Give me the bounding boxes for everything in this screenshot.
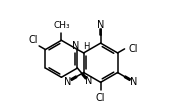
Text: N: N (97, 20, 104, 30)
Text: CH₃: CH₃ (53, 21, 70, 30)
Text: Cl: Cl (96, 93, 105, 103)
Text: N: N (64, 76, 72, 87)
Text: N: N (85, 76, 92, 86)
Text: N: N (72, 41, 79, 51)
Text: H: H (83, 42, 89, 51)
Text: Cl: Cl (28, 35, 38, 45)
Text: N: N (129, 76, 137, 87)
Text: Cl: Cl (129, 44, 138, 54)
